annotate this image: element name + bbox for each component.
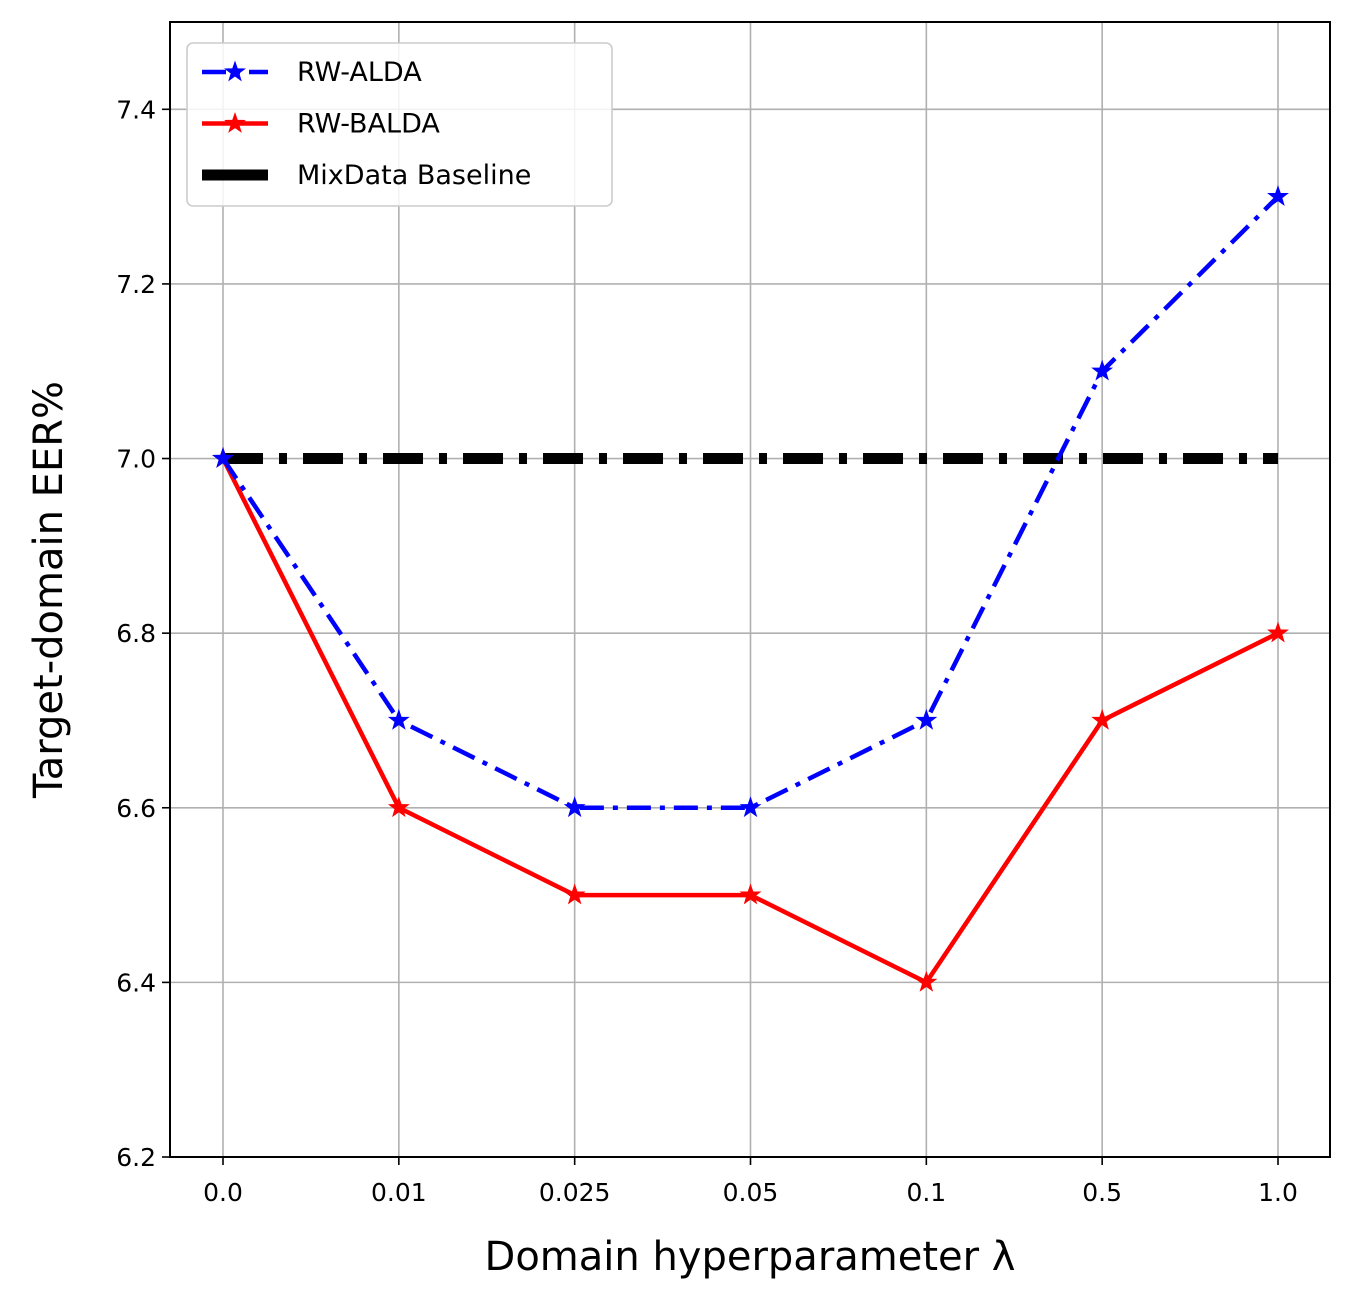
legend-box — [186, 42, 613, 207]
series-1-point — [1091, 359, 1114, 381]
series-1-point — [212, 447, 234, 468]
x-tick-label: 0.1 — [906, 1178, 946, 1207]
y-tick-label: 7.0 — [116, 445, 156, 474]
legend-marker-2 — [224, 111, 246, 133]
series-1-point — [915, 708, 938, 730]
x-tick-label: 0.05 — [723, 1178, 779, 1207]
series-1-point — [563, 796, 586, 818]
y-tick-label: 7.4 — [116, 95, 156, 124]
legend: RW-ALDA RW-BALDA MixData Baseline — [186, 42, 613, 207]
legend-label-2: RW-BALDA — [297, 109, 440, 140]
series-2-point — [1091, 708, 1114, 730]
ticks: 0.0 0.01 0.025 0.05 0.1 0.5 1.0 6.2 6.4 6.6 6.8 7.0… — [116, 95, 1298, 1207]
x-tick-label: 1.0 — [1258, 1178, 1298, 1207]
y-tick-label: 6.2 — [116, 1143, 156, 1172]
x-tick-label: 0.5 — [1082, 1178, 1122, 1207]
x-axis-label: Domain hyperparameter λ — [485, 1234, 1016, 1280]
y-tick-label: 6.6 — [116, 794, 156, 823]
series-2-point — [563, 883, 586, 905]
legend-marker-1 — [224, 60, 246, 82]
y-tick-label: 6.8 — [116, 619, 156, 648]
series-1-point — [387, 708, 410, 730]
y-axis-label: Target-domain EER% — [26, 381, 72, 799]
x-tick-label: 0.025 — [539, 1178, 611, 1207]
legend-label-3: MixData Baseline — [297, 160, 531, 191]
y-tick-label: 6.4 — [116, 968, 156, 997]
series-1-point — [1267, 185, 1289, 206]
series-1-point — [739, 796, 762, 818]
series-2-point — [1267, 621, 1289, 643]
x-tick-label: 0.01 — [371, 1178, 427, 1207]
series-2-point — [739, 883, 762, 905]
legend-label-1: RW-ALDA — [297, 57, 422, 88]
y-tick-label: 7.2 — [116, 270, 156, 299]
series-2-point — [387, 796, 410, 818]
series-lines — [212, 185, 1289, 992]
x-tick-label: 0.0 — [203, 1178, 243, 1207]
series-2-point — [915, 970, 938, 992]
